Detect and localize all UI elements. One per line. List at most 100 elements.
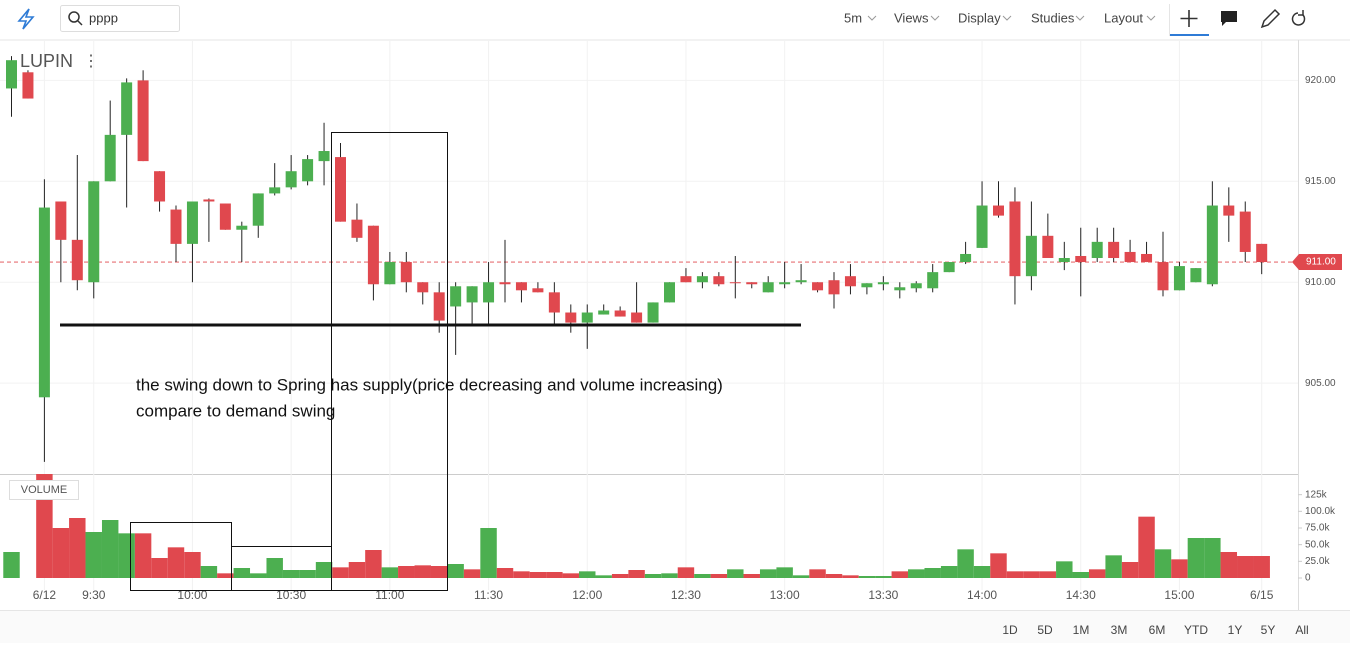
volume-bar xyxy=(858,576,876,578)
volume-bar xyxy=(1204,538,1221,578)
volume-bar xyxy=(595,575,612,578)
volume-bar xyxy=(1253,556,1270,578)
refresh-tool[interactable] xyxy=(1291,12,1306,26)
candle-body xyxy=(960,253,972,263)
draw-tool[interactable] xyxy=(1260,8,1281,29)
volume-bar xyxy=(990,553,1007,578)
volume-bar xyxy=(908,569,925,578)
candle-body xyxy=(6,60,17,89)
volume-bar xyxy=(52,528,70,578)
volume-bar xyxy=(496,568,514,578)
menu-chevrons xyxy=(867,15,1156,21)
volume-bar xyxy=(1088,569,1106,578)
menu-item[interactable]: Studies xyxy=(1031,10,1075,25)
candle-body xyxy=(943,262,955,273)
comment-tool[interactable] xyxy=(1221,11,1237,26)
volume-bar xyxy=(1237,556,1254,578)
range-button[interactable]: YTD xyxy=(1184,623,1208,637)
last-price-marker xyxy=(1292,254,1342,271)
volume-bar xyxy=(217,573,234,578)
candle-body xyxy=(532,288,544,293)
logo-icon[interactable] xyxy=(17,8,35,30)
volume-bar xyxy=(118,533,135,578)
refresh-tool[interactable] xyxy=(1298,10,1304,16)
candle-body xyxy=(696,276,708,283)
volume-bar xyxy=(134,533,152,578)
crosshair-tool[interactable] xyxy=(1180,10,1198,27)
candle-body xyxy=(713,276,725,285)
candle-body xyxy=(55,201,67,240)
toolbar xyxy=(0,0,1350,40)
volume-tick-label: 25.0k xyxy=(1305,556,1330,567)
menu-item[interactable]: 5m xyxy=(844,10,862,25)
volume-bar xyxy=(315,562,333,578)
candle-body xyxy=(828,280,840,295)
candle-body xyxy=(219,203,231,230)
candle-body xyxy=(351,219,363,238)
volume-bar xyxy=(924,568,941,578)
active-tool-indicator xyxy=(1170,34,1209,36)
volume-bar xyxy=(710,574,728,578)
range-button[interactable]: 5D xyxy=(1037,623,1053,637)
volume-bar xyxy=(1023,571,1040,578)
candle-body xyxy=(318,151,330,162)
candle-body xyxy=(450,286,462,307)
range-button[interactable]: 1Y xyxy=(1228,623,1243,637)
candle-body xyxy=(269,187,281,194)
candle-body xyxy=(1124,251,1136,263)
x-tick-label: 10:00 xyxy=(177,588,207,602)
candle-body xyxy=(614,310,626,317)
x-tick-label: 14:00 xyxy=(967,588,997,602)
candle-body xyxy=(976,205,988,248)
symbol-menu[interactable]: ⋮ xyxy=(83,53,99,70)
range-button[interactable]: 6M xyxy=(1149,623,1166,637)
menu-item[interactable]: Display xyxy=(958,10,1001,25)
volume-bar xyxy=(825,574,843,578)
volume-bar xyxy=(875,576,892,578)
volume-bar xyxy=(463,569,481,578)
candle-body xyxy=(680,276,692,283)
menu-item[interactable]: Layout xyxy=(1104,10,1143,25)
candle-body xyxy=(1075,255,1087,263)
annotation: compare to demand swing xyxy=(136,401,335,420)
candle-body xyxy=(1009,201,1021,277)
volume-tick-label: 75.0k xyxy=(1305,523,1330,534)
candle-body xyxy=(104,134,116,182)
candle-body xyxy=(1190,268,1202,283)
x-tick-label: 9:30 xyxy=(82,588,106,602)
volume-bar xyxy=(332,567,349,578)
volume-bar xyxy=(3,552,20,578)
candle-body xyxy=(548,292,560,313)
x-tick-label: 11:00 xyxy=(375,588,404,602)
y-tick-label: 915.00 xyxy=(1305,176,1336,187)
candle-body xyxy=(631,312,643,323)
volume-bar xyxy=(562,573,580,578)
candle-body xyxy=(236,225,248,230)
search-text[interactable]: pppp xyxy=(89,10,118,25)
candle-body xyxy=(1256,243,1268,263)
range-button[interactable]: 5Y xyxy=(1261,623,1276,637)
candle-body xyxy=(433,292,445,321)
range-button[interactable]: 1M xyxy=(1073,623,1090,637)
volume-bar xyxy=(579,571,596,578)
volume-bar xyxy=(842,575,859,578)
candle-body xyxy=(1091,241,1103,259)
candle-body xyxy=(137,80,149,162)
volume-bar xyxy=(1154,549,1172,578)
range-button[interactable]: All xyxy=(1295,623,1308,637)
candle-body xyxy=(844,276,856,287)
candle-body xyxy=(1206,205,1218,285)
candle-body xyxy=(302,159,314,182)
candle-body xyxy=(38,207,50,398)
range-button[interactable]: 1D xyxy=(1002,623,1018,637)
range-button[interactable]: 3M xyxy=(1111,623,1128,637)
volume-label-box xyxy=(9,480,79,500)
volume-bar xyxy=(940,566,958,578)
candle-body xyxy=(367,225,379,285)
menu-item[interactable]: Views xyxy=(894,10,929,25)
volume-bar xyxy=(513,571,530,578)
candle-body xyxy=(795,280,807,283)
volume-bar xyxy=(644,574,662,578)
volume-bar xyxy=(661,573,678,578)
search-box[interactable] xyxy=(60,5,180,32)
